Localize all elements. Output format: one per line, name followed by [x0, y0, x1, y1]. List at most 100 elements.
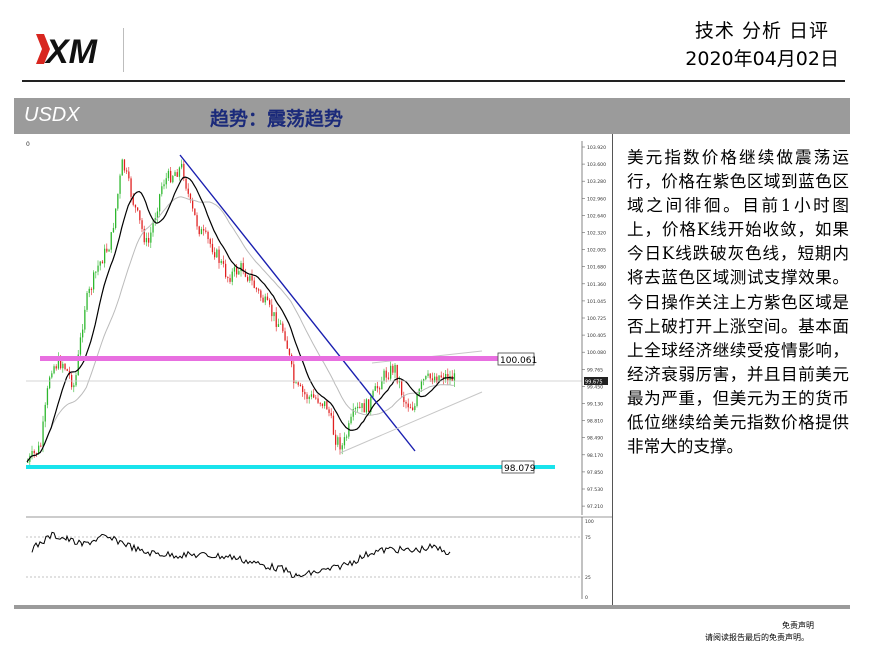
candle-body	[427, 373, 429, 376]
candle-body	[328, 409, 330, 413]
candle-body	[392, 365, 394, 373]
candle-body	[266, 296, 269, 301]
candle-body	[222, 261, 225, 264]
candle-body	[438, 375, 440, 382]
candle-body	[337, 437, 339, 445]
candle-body	[387, 377, 390, 379]
candle-body	[170, 170, 172, 183]
candle-body	[372, 390, 374, 397]
candle-body	[77, 354, 79, 376]
candle-body	[249, 275, 251, 281]
candle-body	[414, 405, 416, 411]
candle-body	[218, 249, 220, 263]
price-tick-label: 99.130	[587, 402, 603, 408]
candle-body	[46, 388, 49, 405]
candle-body	[280, 323, 282, 325]
candle-body	[381, 380, 383, 390]
candle-body	[106, 248, 108, 252]
price-chart: 0 100.061 98.079 99.675 103.920103.60010…	[26, 141, 612, 601]
candle-body	[57, 357, 60, 369]
candle-body	[238, 271, 240, 275]
candle-body	[359, 406, 361, 408]
candle-body	[38, 445, 40, 455]
candle-body	[330, 412, 332, 416]
candle-body	[390, 365, 392, 379]
candle-body	[143, 228, 145, 243]
candle-body	[231, 271, 233, 282]
candle-body	[423, 379, 425, 382]
candle-body	[189, 193, 192, 201]
candle-body	[178, 167, 181, 177]
candle-body	[383, 370, 385, 381]
candle-body	[119, 175, 121, 194]
candle-body	[434, 376, 436, 382]
candle-body	[304, 391, 306, 395]
candle-body	[275, 312, 277, 327]
candle-body	[165, 178, 167, 185]
candle-body	[440, 375, 442, 378]
candle-body	[62, 363, 64, 369]
price-tick-label: 98.490	[587, 436, 603, 442]
candle-body	[343, 437, 346, 446]
candle-body	[152, 222, 154, 233]
candle-body	[365, 399, 368, 413]
candle-body	[313, 394, 315, 398]
moving-average-fast	[26, 176, 454, 463]
candle-body	[99, 261, 101, 266]
candle-body	[299, 384, 302, 387]
candle-body	[148, 237, 150, 243]
candle-body	[416, 394, 418, 406]
candle-body	[211, 243, 214, 253]
candle-body	[187, 188, 189, 194]
candle-body	[33, 451, 35, 454]
candle-body	[183, 163, 185, 179]
support-price-tag: 98.079	[501, 460, 536, 474]
candle-body	[453, 373, 456, 382]
candle-body	[370, 396, 372, 412]
candle-body	[137, 207, 139, 211]
candle-body	[350, 416, 352, 424]
candle-body	[88, 288, 90, 293]
candle-body	[132, 196, 134, 205]
candle-body	[293, 364, 295, 384]
candle-body	[233, 267, 236, 272]
candle-body	[236, 267, 238, 275]
candle-body	[394, 364, 396, 373]
candle-body	[335, 434, 337, 445]
candle-body	[51, 373, 53, 378]
logo-text: XM	[44, 33, 98, 68]
candle-body	[161, 186, 163, 195]
candle-body	[49, 377, 51, 389]
candle-body	[302, 386, 304, 392]
candle-body	[352, 409, 354, 417]
current-price-label: 99.675	[585, 380, 603, 386]
candle-body	[167, 170, 170, 179]
candle-body	[332, 415, 335, 435]
candle-body	[420, 381, 423, 390]
candle-body	[198, 226, 200, 235]
candle-body	[282, 323, 284, 332]
candle-body	[121, 159, 123, 176]
candle-body	[319, 402, 321, 404]
candle-body	[207, 231, 209, 240]
symbol-label: USDX	[24, 104, 80, 126]
candle-body	[108, 249, 110, 252]
price-tick-label: 102.005	[587, 248, 606, 254]
candle-body	[412, 407, 414, 411]
price-tick-label: 99.450	[587, 384, 603, 390]
candle-body	[339, 437, 341, 450]
candle-body	[90, 288, 93, 290]
candle-body	[255, 287, 258, 290]
xm-logo: XM	[36, 33, 98, 68]
candle-body	[128, 171, 130, 179]
candle-body	[429, 373, 431, 379]
candle-body	[115, 208, 117, 228]
logo-separator	[123, 28, 124, 72]
candle-body	[123, 159, 126, 171]
price-tick-label: 102.640	[587, 213, 606, 219]
candle-body	[97, 265, 99, 272]
candle-body	[321, 403, 324, 406]
candle-body	[203, 229, 205, 231]
candle-body	[185, 178, 187, 189]
candle-body	[363, 403, 365, 413]
